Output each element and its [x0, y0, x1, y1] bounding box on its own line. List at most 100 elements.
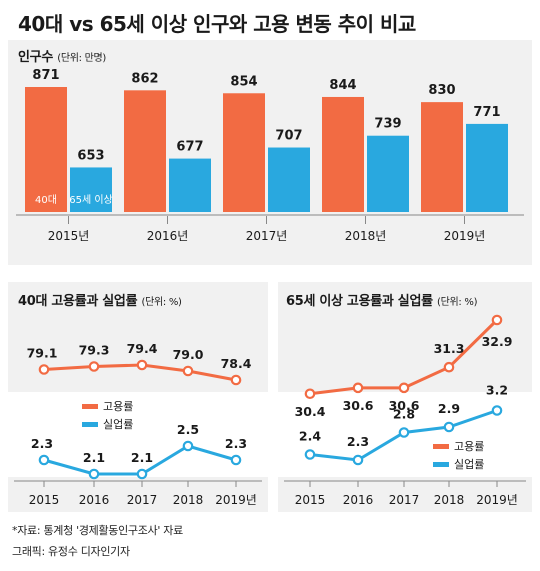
population-panel: 인구수 (단위: 만명) 871 40대 653 65세 이상 2015년 862 677 2…	[8, 40, 532, 265]
x-tick-label: 2019년	[444, 229, 486, 243]
unemployment-point	[352, 454, 364, 466]
employment-point	[304, 388, 316, 400]
bar-65plus-3	[367, 135, 409, 212]
forties-panel: 40대 고용률과 실업률 (단위: %) 79.1 79.3 79.4 79.0 78.…	[8, 282, 268, 512]
employment-value-label: 31.3	[434, 341, 465, 356]
employment-value-label: 78.4	[221, 356, 252, 371]
bar-65plus-1	[169, 158, 211, 212]
forties-line-chart: 79.1 79.3 79.4 79.0 78.4 2.3 2.1 2.1 2.5 2.3 고용률실업…	[8, 341, 268, 507]
unemployment-point	[88, 468, 100, 480]
legend-label-employment: 고용률	[454, 440, 484, 453]
bar-65plus-2	[268, 147, 310, 212]
legend-swatch-employment	[82, 404, 98, 409]
unemployment-value-label: 2.5	[177, 422, 199, 437]
legend-label-employment: 고용률	[103, 400, 133, 413]
x-tick-label: 2018년	[345, 229, 387, 243]
unemployment-value-label: 2.3	[31, 436, 53, 451]
employment-point	[443, 361, 455, 373]
employment-point	[38, 364, 50, 375]
source-note: *자료: 통계청 '경제활동인구조사' 자료	[12, 524, 183, 537]
bar-value-label: 871	[32, 68, 59, 83]
seniors-panel: 65세 이상 고용률과 실업률 (단위: %) 30.4 30.6 30.6 31.3…	[278, 282, 532, 512]
employment-point	[352, 382, 364, 394]
bar-value-label: 677	[176, 140, 203, 155]
unemployment-value-label: 2.1	[131, 450, 153, 465]
legend-swatch-unemployment	[433, 462, 449, 467]
unemployment-value-label: 2.4	[299, 429, 321, 444]
unemployment-point	[182, 440, 194, 452]
employment-value-label: 30.6	[343, 398, 374, 413]
x-tick-label: 2016	[343, 493, 374, 507]
x-tick-label: 2015년	[48, 229, 90, 243]
employment-value-label: 79.4	[127, 341, 158, 356]
unemployment-value-label: 2.3	[347, 434, 369, 449]
employment-point	[182, 365, 194, 377]
employment-value-label: 30.4	[295, 404, 326, 419]
bar-series-label: 40대	[35, 194, 57, 206]
x-tick-label: 2016	[79, 493, 110, 507]
x-tick-label: 2016년	[147, 229, 189, 243]
seniors-title: 65세 이상 고용률과 실업률	[286, 294, 433, 309]
unemployment-value-label: 2.9	[438, 401, 460, 416]
unemployment-point	[38, 454, 50, 466]
seniors-unit: (단위: %)	[437, 297, 478, 308]
x-tick-label: 2015	[295, 493, 326, 507]
unemployment-point	[304, 449, 316, 460]
x-tick-label: 2017년	[246, 229, 288, 243]
bar-40s-4	[421, 102, 463, 212]
employment-value-label: 79.3	[79, 343, 110, 358]
legend-label-unemployment: 실업률	[454, 458, 484, 471]
population-subtitle: 인구수 (단위: 만명)	[18, 46, 106, 65]
unemployment-value-label: 3.2	[486, 383, 508, 398]
bar-40s-2	[223, 93, 265, 212]
unemployment-point	[230, 454, 242, 466]
chart-title: 40대 vs 65세 이상 인구와 고용 변동 추이 비교	[18, 12, 416, 36]
bar-value-label: 830	[428, 83, 455, 98]
x-tick-label: 2015	[29, 493, 60, 507]
bar-series-label: 65세 이상	[69, 194, 113, 206]
credit-note: 그래픽: 유정수 디자인기자	[12, 545, 130, 558]
forties-subtitle: 40대 고용률과 실업률 (단위: %)	[18, 290, 182, 309]
seniors-subtitle: 65세 이상 고용률과 실업률 (단위: %)	[286, 290, 477, 309]
employment-value-label: 32.9	[482, 334, 513, 349]
bar-40s-3	[322, 96, 364, 212]
bar-value-label: 862	[131, 71, 158, 86]
employment-point	[398, 382, 410, 394]
unemployment-value-label: 2.1	[83, 450, 105, 465]
x-tick-label: 2018	[173, 493, 204, 507]
forties-unit: (단위: %)	[141, 297, 182, 308]
employment-value-label: 30.6	[389, 398, 420, 413]
legend-swatch-unemployment	[82, 422, 98, 427]
employment-point	[88, 361, 100, 372]
seniors-line-chart: 30.4 30.6 30.6 31.3 32.9 2.4 2.3 2.8 2.9 3.2 고용률실업…	[278, 314, 532, 507]
unemployment-point	[136, 468, 148, 480]
employment-value-label: 79.0	[173, 347, 204, 362]
bar-40s-1	[124, 90, 166, 212]
population-unit: (단위: 만명)	[57, 53, 106, 64]
employment-point	[491, 314, 503, 326]
unemployment-value-label: 2.3	[225, 436, 247, 451]
forties-title: 40대 고용률과 실업률	[18, 294, 138, 309]
bar-65plus-0	[70, 167, 112, 212]
bar-value-label: 844	[329, 78, 356, 93]
bar-value-label: 707	[275, 129, 302, 144]
legend-swatch-employment	[433, 444, 449, 449]
bar-65plus-4	[466, 123, 508, 212]
unemployment-point	[443, 421, 455, 433]
population-bar-chart: 871 40대 653 65세 이상 2015년 862 677 2016년 854 707 201…	[16, 68, 524, 243]
unemployment-value-label: 2.8	[393, 407, 415, 422]
legend-label-unemployment: 실업률	[103, 418, 133, 431]
bar-value-label: 653	[77, 148, 104, 163]
unemployment-point	[491, 405, 503, 416]
bar-value-label: 854	[230, 74, 257, 89]
x-tick-label: 2018	[434, 493, 465, 507]
x-tick-label: 2017	[127, 493, 158, 507]
employment-point	[230, 374, 242, 386]
x-tick-label: 2019년	[215, 493, 257, 507]
bar-40s-0	[25, 87, 67, 212]
x-tick-label: 2019년	[476, 493, 518, 507]
unemployment-point	[398, 427, 410, 438]
bar-value-label: 771	[473, 105, 500, 120]
population-title: 인구수	[18, 50, 53, 65]
bar-value-label: 739	[374, 117, 401, 132]
